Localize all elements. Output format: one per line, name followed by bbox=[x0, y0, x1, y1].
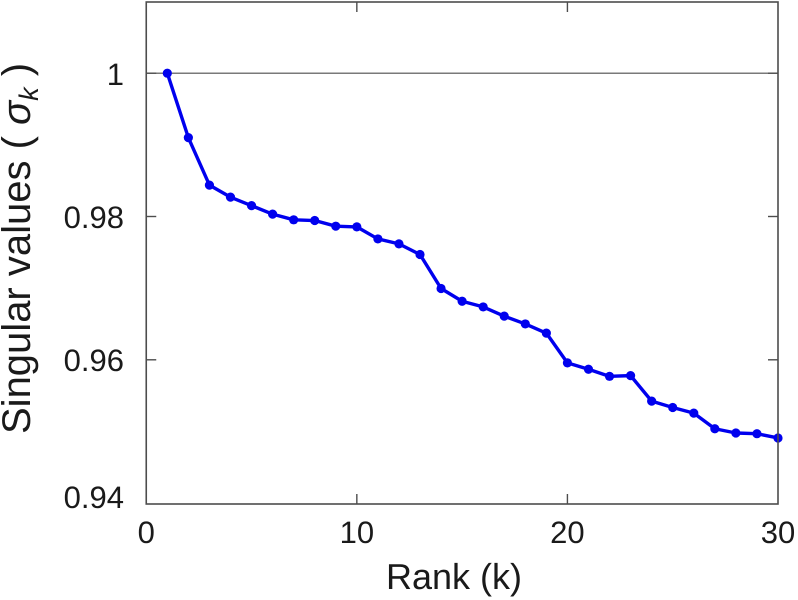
svg-text:0.98: 0.98 bbox=[64, 200, 124, 235]
svg-text:Singular values ( σk ): Singular values ( σk ) bbox=[0, 63, 44, 434]
svg-text:0: 0 bbox=[138, 515, 155, 550]
svg-text:10: 10 bbox=[340, 515, 374, 550]
svg-text:1: 1 bbox=[107, 57, 124, 92]
svg-text:30: 30 bbox=[761, 515, 795, 550]
svg-text:0.96: 0.96 bbox=[64, 343, 124, 378]
svg-text:20: 20 bbox=[550, 515, 584, 550]
svg-text:Rank (k): Rank (k) bbox=[386, 556, 522, 597]
svg-text:0.94: 0.94 bbox=[64, 480, 124, 515]
